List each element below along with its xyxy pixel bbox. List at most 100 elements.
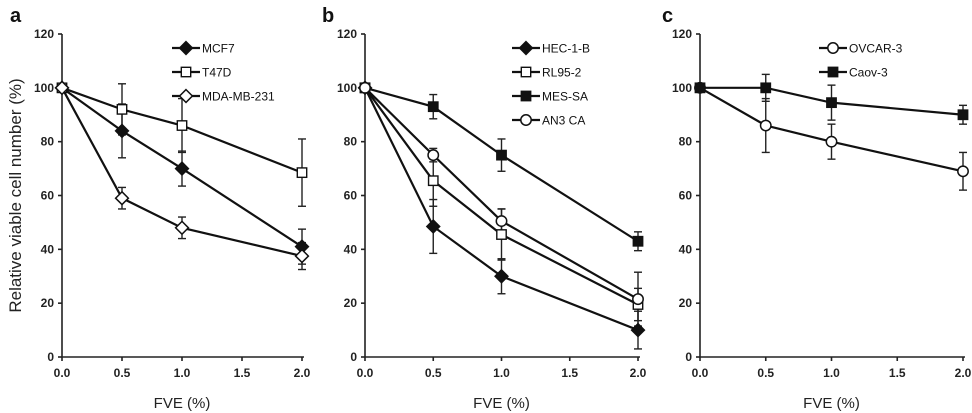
x-tick-label: 1.0: [174, 366, 191, 380]
data-point: [825, 135, 838, 148]
data-point: [957, 109, 969, 121]
legend-item: MCF7: [172, 40, 235, 56]
series-line: [364, 87, 639, 332]
panel-b: b 0 20 40 60 80 100 120 0.0 0.5 1.0 1.5 2.0 FVE (%) HE…: [322, 5, 647, 412]
y-tick-label: 120: [672, 27, 692, 41]
legend-marker: [520, 66, 532, 78]
series-line: [699, 86, 964, 173]
data-point: [54, 80, 70, 96]
series-line: [61, 86, 303, 248]
data-point: [759, 119, 772, 132]
legend-label: RL95-2: [542, 66, 582, 80]
data-point: [427, 175, 439, 187]
series-line: [364, 87, 639, 306]
panel-letter: a: [10, 5, 22, 27]
x-tick-label: 1.5: [234, 366, 251, 380]
data-point: [826, 97, 837, 109]
data-point: [296, 167, 308, 179]
markers-mda-mb-231: [54, 80, 310, 264]
legend-label: T47D: [202, 66, 232, 80]
x-tick-label: 1.5: [561, 366, 578, 380]
data-point: [114, 190, 130, 206]
data-point: [176, 120, 188, 131]
y-tick-label: 0: [47, 350, 54, 364]
x-tick-label: 1.5: [889, 366, 906, 380]
markers-caov-3: [694, 82, 969, 121]
data-point: [632, 293, 644, 306]
markers-an3-ca: [359, 81, 644, 306]
legend-item: Caov-3: [819, 66, 888, 80]
y-tick-label: 0: [350, 350, 357, 364]
y-tick-label: 20: [344, 296, 358, 310]
legend-item: OVCAR-3: [819, 42, 903, 56]
data-point: [632, 235, 644, 247]
legend-item: T47D: [172, 66, 232, 80]
x-tick-label: 0.5: [757, 366, 774, 380]
series-mes-sa: [364, 86, 642, 252]
y-tick-label: 40: [679, 242, 693, 256]
x-tick-label: 0.5: [425, 366, 442, 380]
series-line: [61, 87, 303, 258]
data-point: [494, 268, 509, 284]
x-tick-label: 2.0: [630, 366, 647, 380]
data-point: [114, 123, 130, 139]
legend-label: AN3 CA: [542, 114, 585, 128]
data-point: [630, 322, 646, 338]
data-point: [427, 101, 439, 113]
series-mcf7: [61, 86, 306, 265]
panel-letter: c: [662, 5, 673, 27]
series-line: [364, 86, 639, 243]
panel-c: c 0 20 40 60 80 100 120 0.0 0.5 1.0 1.5 2.0 FVE (%) OV…: [662, 5, 972, 412]
legend-item: RL95-2: [512, 66, 582, 80]
y-tick-label: 60: [41, 189, 55, 203]
y-tick-label: 80: [344, 135, 358, 149]
legend-item: AN3 CA: [512, 114, 585, 128]
y-tick-label: 80: [679, 135, 693, 149]
legend-marker: [520, 90, 532, 102]
legend: HEC-1-B RL95-2 MES-SA AN3 CA: [512, 40, 590, 128]
y-tick-label: 0: [685, 350, 692, 364]
y-tick-label: 20: [41, 296, 55, 310]
legend-label: MDA-MB-231: [202, 90, 275, 104]
x-tick-label: 1.0: [493, 366, 510, 380]
y-tick-label: 100: [672, 81, 692, 95]
x-tick-label: 0.0: [692, 366, 709, 380]
y-tick-label: 100: [34, 81, 54, 95]
y-tick-label: 120: [337, 27, 357, 41]
y-tick-label: 80: [41, 135, 55, 149]
legend-marker: [178, 88, 194, 104]
legend-marker: [180, 66, 192, 78]
y-tick-label: 40: [344, 242, 358, 256]
x-tick-label: 1.0: [823, 366, 840, 380]
y-tick-label: 120: [34, 27, 54, 41]
series-line: [700, 86, 964, 116]
x-tick-label: 0.0: [357, 366, 374, 380]
data-point: [427, 149, 440, 162]
y-tick-label: 40: [41, 242, 55, 256]
panel-letter: b: [322, 5, 334, 27]
data-point: [425, 218, 441, 234]
x-axis-label: FVE (%): [473, 395, 530, 412]
legend-item: MES-SA: [512, 90, 588, 104]
legend-label: HEC-1-B: [542, 42, 590, 56]
data-point: [116, 103, 128, 115]
legend-marker: [520, 114, 532, 126]
x-tick-label: 2.0: [294, 366, 311, 380]
x-tick-label: 0.0: [54, 366, 71, 380]
legend-label: OVCAR-3: [849, 42, 903, 56]
legend-marker: [827, 66, 839, 78]
data-point: [294, 248, 310, 264]
series-an3-ca: [364, 87, 642, 327]
data-point: [496, 149, 507, 161]
x-axis-label: FVE (%): [154, 395, 211, 412]
data-point: [359, 81, 371, 94]
data-point: [495, 215, 508, 228]
legend-marker: [178, 40, 194, 56]
legend-marker: [827, 42, 839, 54]
series-line: [61, 86, 303, 174]
x-tick-label: 2.0: [955, 366, 972, 380]
panel-a: a 0 20 40 60 80 100 120 0.0 0.5 1.0 1.5 2.0 FVE (%) Re…: [6, 5, 311, 412]
y-axis-label: Relative viable cell number (%): [6, 78, 25, 312]
y-tick-label: 60: [344, 189, 358, 203]
